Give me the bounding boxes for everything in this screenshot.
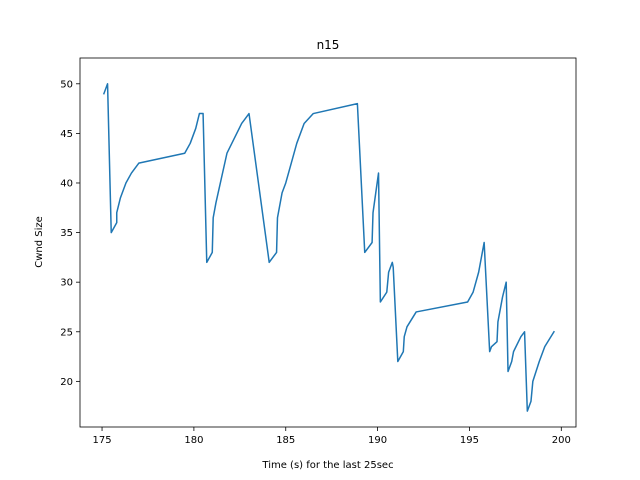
y-tick-label: 50 <box>60 79 73 90</box>
x-tick-label: 195 <box>460 435 479 446</box>
y-tick-label: 20 <box>60 377 73 388</box>
y-tick-label: 45 <box>60 129 73 140</box>
y-tick-label: 30 <box>60 278 73 289</box>
x-axis: 175 180 185 190 195 200 <box>92 427 571 446</box>
y-tick-label: 25 <box>60 327 73 338</box>
x-axis-label: Time (s) for the last 25sec <box>261 460 393 471</box>
series-layer <box>102 83 555 412</box>
x-tick-label: 175 <box>92 435 111 446</box>
y-tick-label: 40 <box>60 178 73 189</box>
x-tick-label: 200 <box>552 435 571 446</box>
plot-frame <box>79 57 577 428</box>
x-tick-label: 185 <box>276 435 295 446</box>
y-axis: 20 25 30 35 40 45 50 <box>60 79 80 388</box>
y-axis-label: Cwnd Size <box>34 216 45 268</box>
x-tick-label: 180 <box>184 435 203 446</box>
chart-title: n15 <box>317 38 340 52</box>
y-tick-label: 35 <box>60 228 73 239</box>
plot-area-background <box>80 58 576 427</box>
x-tick-label: 190 <box>368 435 387 446</box>
series-line <box>102 83 555 412</box>
